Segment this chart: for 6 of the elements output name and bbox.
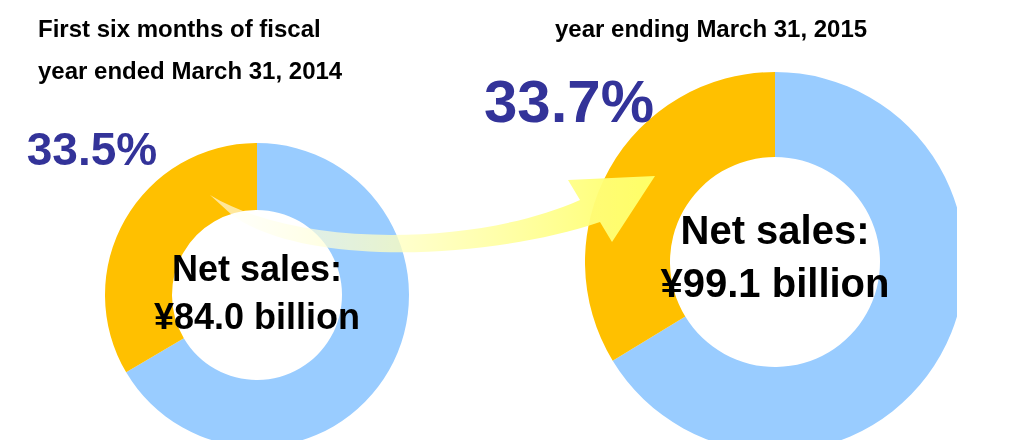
chart-title: First six months of fiscal year ended March 31, 2014: [38, 15, 343, 84]
data-label: 33.5%: [26, 123, 158, 175]
data-label: 33.7%: [483, 68, 655, 135]
chart-title: year ending March 31, 2015: [555, 15, 868, 42]
text: Net sales:: [171, 248, 343, 289]
text: Net sales:: [680, 208, 870, 252]
